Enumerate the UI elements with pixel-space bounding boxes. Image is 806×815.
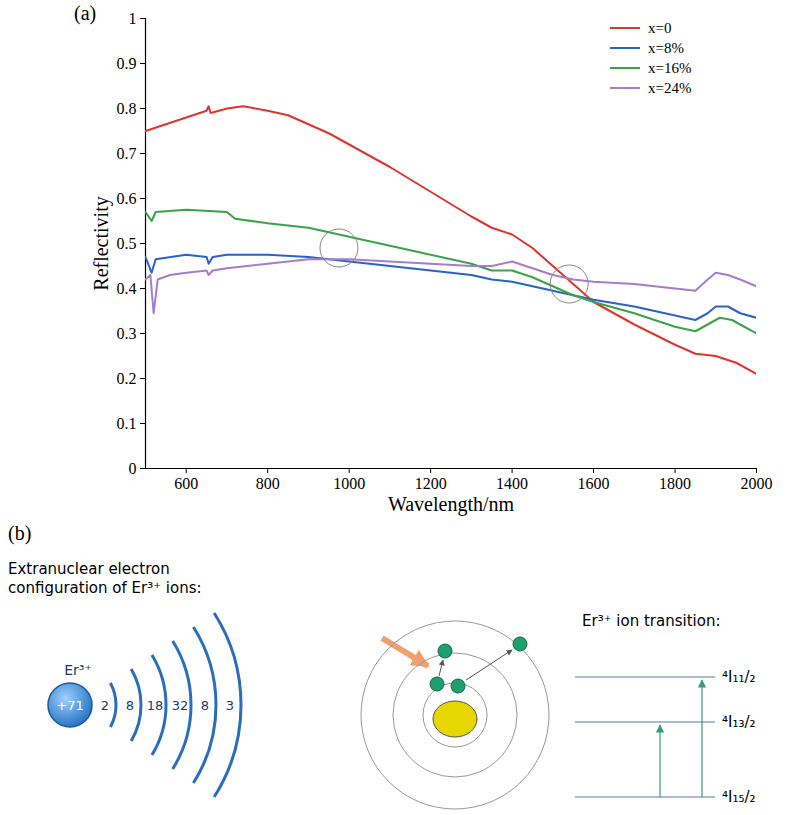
html-text:(a): (a) (74, 2, 97, 24)
html-text:x=0: x=0 (648, 19, 672, 36)
svg-text:⁴I₁₃/₂: ⁴I₁₃/₂ (722, 713, 756, 731)
html-text:x=8%: x=8% (648, 39, 684, 56)
svg-text:Reflectivity: Reflectivity (90, 196, 113, 290)
svg-text:1200: 1200 (415, 475, 447, 492)
svg-text:1600: 1600 (578, 475, 610, 492)
svg-text:0.5: 0.5 (117, 235, 137, 252)
svg-text:0.8: 0.8 (117, 100, 137, 117)
svg-text:2000: 2000 (741, 475, 773, 492)
svg-text:0.2: 0.2 (117, 370, 137, 387)
svg-text:0.3: 0.3 (117, 325, 137, 342)
svg-text:3: 3 (226, 698, 234, 713)
svg-text:0.1: 0.1 (117, 415, 137, 432)
svg-text:1400: 1400 (496, 475, 528, 492)
svg-text:1800: 1800 (659, 475, 691, 492)
svg-text:0: 0 (129, 460, 137, 477)
html-text:x=16%: x=16% (648, 59, 692, 76)
svg-text:0.4: 0.4 (117, 280, 137, 297)
html-text:Extranuclear electron configur: Extranuclear electron configuration of E… (8, 560, 202, 597)
svg-text:Er³⁺: Er³⁺ (64, 662, 92, 678)
svg-text:8: 8 (201, 698, 209, 713)
svg-text:1000: 1000 (333, 475, 365, 492)
svg-text:⁴I₁₁/₂: ⁴I₁₁/₂ (722, 668, 756, 686)
svg-text:800: 800 (256, 475, 280, 492)
svg-text:32: 32 (172, 698, 189, 713)
svg-text:0.7: 0.7 (117, 145, 137, 162)
html-text:(b): (b) (8, 522, 32, 544)
svg-text:18: 18 (147, 698, 164, 713)
html-text:x=24%: x=24% (648, 79, 692, 96)
svg-text:0.6: 0.6 (117, 190, 137, 207)
svg-text:8: 8 (126, 698, 134, 713)
svg-text:1: 1 (129, 10, 137, 27)
svg-text:Wavelength/nm: Wavelength/nm (388, 493, 515, 516)
html-text:Er³⁺ ion transition:: Er³⁺ ion transition: (582, 612, 721, 630)
svg-text:0.9: 0.9 (117, 55, 137, 72)
svg-text:600: 600 (174, 475, 198, 492)
svg-text:+71: +71 (56, 698, 83, 713)
svg-text:2: 2 (101, 698, 109, 713)
svg-text:⁴I₁₅/₂: ⁴I₁₅/₂ (722, 788, 756, 806)
